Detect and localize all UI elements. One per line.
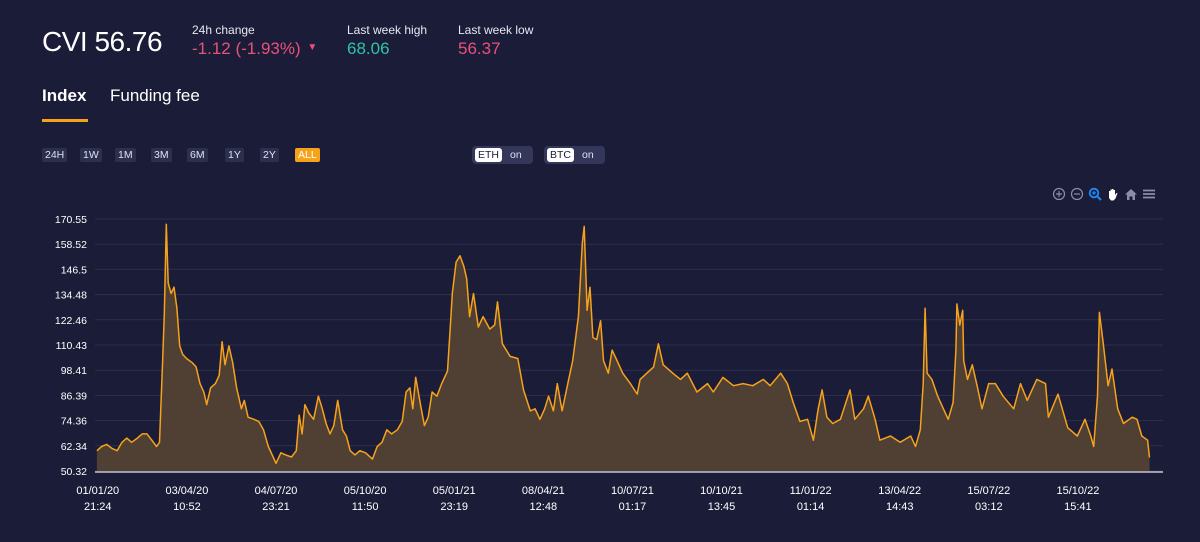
x-tick: 01/01/20 21:24 [76, 485, 119, 513]
x-tick-time: 11:50 [352, 501, 379, 513]
y-tick-label: 86.39 [61, 390, 87, 402]
range-1m-button[interactable]: 1M [115, 148, 136, 162]
week-high-value: 68.06 [347, 39, 390, 58]
tab-funding-fee[interactable]: Funding fee [110, 86, 200, 105]
tab-index[interactable]: Index [42, 86, 87, 105]
range-6m-button[interactable]: 6M [187, 148, 208, 162]
x-tick: 03/04/20 10:52 [166, 485, 209, 513]
y-tick-label: 74.36 [61, 416, 87, 428]
y-tick-label: 62.34 [61, 441, 87, 453]
home-reset-icon[interactable] [1124, 187, 1138, 201]
change-label: 24h change [192, 23, 255, 37]
x-tick-date: 15/07/22 [967, 485, 1010, 497]
week-low-label: Last week low [458, 23, 534, 37]
eth-toggle-label: ETH [475, 148, 502, 162]
y-axis-labels: 170.55 158.52 146.5 134.48 122.46 110.43 98.41… [55, 214, 87, 478]
pan-hand-icon[interactable] [1106, 187, 1120, 201]
y-tick-label: 110.43 [56, 340, 87, 352]
x-tick-date: 13/04/22 [878, 485, 921, 497]
x-tick-time: 15:41 [1064, 501, 1092, 513]
change-value: -1.12 (-1.93%) ▼ [192, 39, 317, 59]
y-tick-label: 146.5 [61, 264, 87, 276]
x-tick-date: 08/04/21 [522, 485, 565, 497]
x-tick-date: 11/01/22 [790, 485, 832, 497]
series-points [96, 224, 1150, 464]
range-24h-button[interactable]: 24H [42, 148, 68, 162]
cvi-label: CVI [42, 26, 88, 57]
y-tick-label: 134.48 [55, 290, 87, 302]
cvi-value: 56.76 [94, 26, 163, 57]
x-tick: 04/07/20 23:21 [255, 485, 298, 513]
zoom-out-icon[interactable] [1070, 187, 1084, 201]
range-2y-button[interactable]: 2Y [260, 148, 279, 162]
x-tick: 15/10/22 15:41 [1057, 485, 1100, 513]
x-tick-time: 01:17 [619, 501, 647, 513]
x-tick: 11/01/22 01:14 [790, 485, 832, 513]
x-axis-labels: 01/01/2021:2403/04/2010:5204/07/2023:210… [76, 485, 1099, 513]
x-tick-date: 01/01/20 [76, 485, 119, 497]
y-tick-label: 170.55 [55, 214, 87, 226]
x-tick: 05/10/20 11:50 [344, 485, 387, 513]
caret-down-icon: ▼ [307, 42, 318, 53]
x-tick: 13/04/22 14:43 [878, 485, 921, 513]
x-tick-time: 23:21 [262, 501, 290, 513]
x-tick-time: 03:12 [975, 501, 1003, 513]
y-tick-label: 122.46 [55, 315, 87, 327]
series-area-fill [96, 224, 1150, 471]
active-tab-indicator [42, 119, 88, 122]
series-line [96, 223, 1151, 465]
x-tick-time: 23:19 [440, 501, 468, 513]
range-all-button[interactable]: ALL [295, 148, 320, 162]
x-tick-time: 14:43 [886, 501, 914, 513]
x-tick: 15/07/22 03:12 [967, 485, 1010, 513]
btc-toggle[interactable]: BTC on [544, 146, 605, 164]
x-tick-date: 03/04/20 [166, 485, 209, 497]
menu-icon[interactable] [1142, 187, 1156, 201]
x-tick-date: 10/07/21 [611, 485, 654, 497]
zoom-selection-icon[interactable] [1088, 187, 1102, 201]
y-tick-label: 158.52 [55, 239, 87, 251]
x-tick-time: 01:14 [797, 501, 825, 513]
x-tick-date: 05/10/20 [344, 485, 387, 497]
x-tick: 10/07/21 01:17 [611, 485, 654, 513]
y-tick-label: 50.32 [61, 466, 87, 478]
range-1y-button[interactable]: 1Y [225, 148, 244, 162]
x-tick-date: 05/01/21 [433, 485, 476, 497]
eth-toggle-state: on [510, 149, 522, 161]
x-tick-date: 10/10/21 [700, 485, 743, 497]
eth-toggle[interactable]: ETH on [472, 146, 533, 164]
x-tick-date: 15/10/22 [1057, 485, 1100, 497]
chart-toolbar [1052, 187, 1156, 201]
zoom-in-icon[interactable] [1052, 187, 1066, 201]
x-tick: 08/04/21 12:48 [522, 485, 565, 513]
range-3m-button[interactable]: 3M [151, 148, 172, 162]
btc-toggle-state: on [582, 149, 594, 161]
cvi-value-display: CVI 56.76 [42, 26, 163, 58]
x-tick: 10/10/21 13:45 [700, 485, 743, 513]
btc-toggle-label: BTC [547, 148, 574, 162]
week-low-value: 56.37 [458, 39, 501, 58]
x-tick: 05/01/21 23:19 [433, 485, 476, 513]
x-tick-time: 12:48 [530, 501, 558, 513]
week-high-label: Last week high [347, 23, 428, 37]
x-tick-time: 21:24 [84, 501, 112, 513]
x-tick-date: 04/07/20 [255, 485, 298, 497]
change-value-text: -1.12 (-1.93%) [192, 39, 301, 58]
x-tick-time: 10:52 [173, 501, 201, 513]
range-1w-button[interactable]: 1W [80, 148, 102, 162]
x-tick-time: 13:45 [708, 501, 736, 513]
y-tick-label: 98.41 [61, 365, 87, 377]
